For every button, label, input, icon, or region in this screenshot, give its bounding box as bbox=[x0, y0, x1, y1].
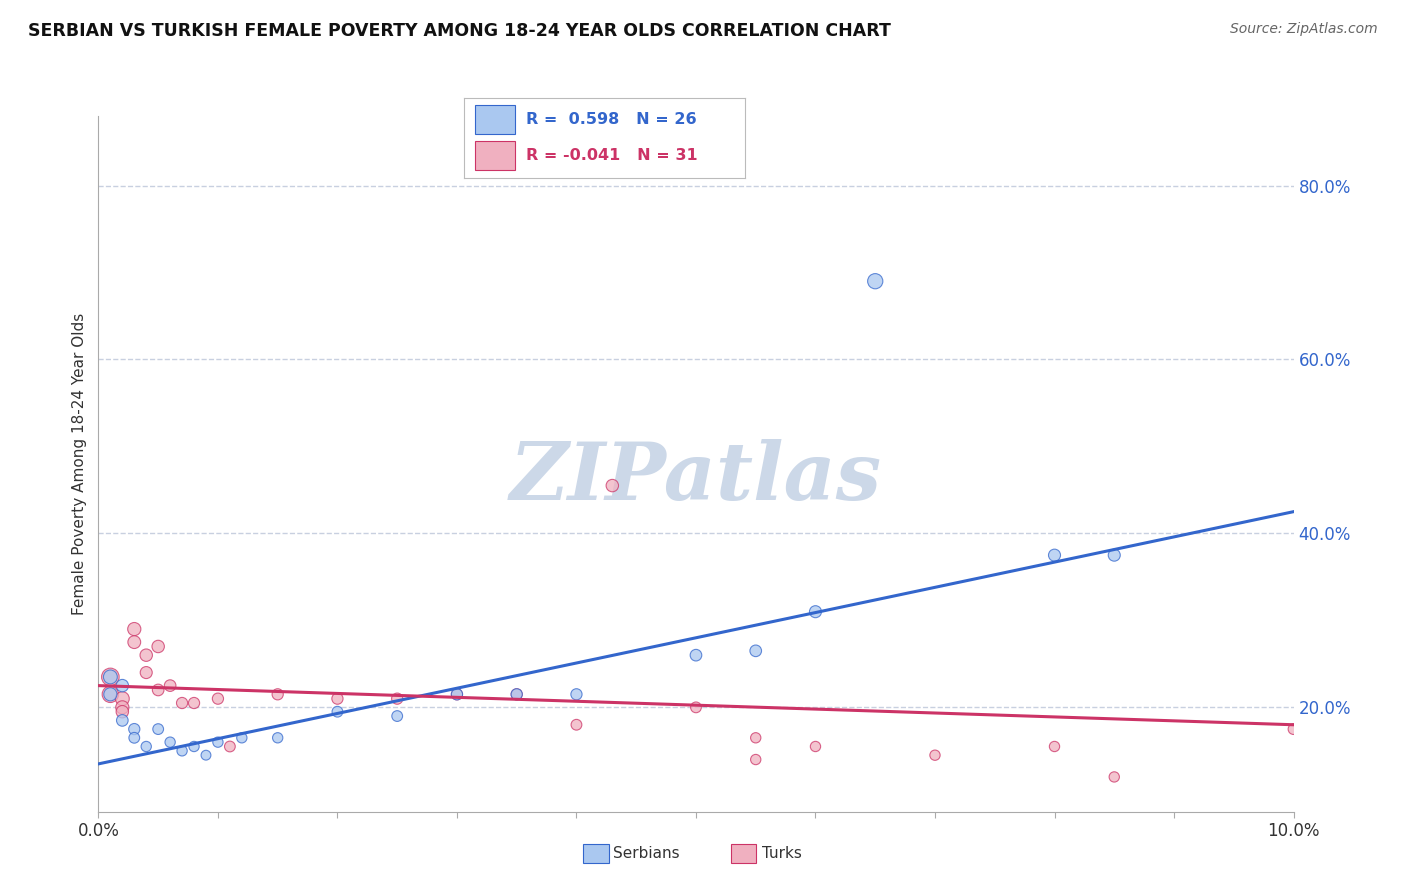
Point bbox=[1282, 722, 1305, 736]
Point bbox=[446, 687, 468, 701]
Point bbox=[172, 744, 194, 758]
Point bbox=[124, 622, 146, 636]
Point bbox=[194, 748, 218, 763]
Point bbox=[326, 705, 349, 719]
Point bbox=[98, 670, 122, 684]
Point bbox=[172, 696, 194, 710]
Point bbox=[207, 735, 229, 749]
Point bbox=[183, 696, 205, 710]
Point bbox=[446, 687, 468, 701]
Point bbox=[98, 687, 122, 701]
Text: SERBIAN VS TURKISH FEMALE POVERTY AMONG 18-24 YEAR OLDS CORRELATION CHART: SERBIAN VS TURKISH FEMALE POVERTY AMONG … bbox=[28, 22, 891, 40]
Point bbox=[267, 731, 290, 745]
Point bbox=[148, 722, 170, 736]
Point bbox=[111, 691, 134, 706]
Point bbox=[1104, 770, 1126, 784]
Point bbox=[111, 679, 134, 693]
Point bbox=[804, 739, 827, 754]
Point bbox=[135, 665, 157, 680]
Point bbox=[1104, 548, 1126, 562]
Point bbox=[865, 274, 887, 288]
Point bbox=[183, 739, 205, 754]
Point bbox=[745, 644, 768, 658]
Point bbox=[159, 679, 181, 693]
Point bbox=[231, 731, 253, 745]
Point bbox=[565, 717, 588, 731]
Text: R =  0.598   N = 26: R = 0.598 N = 26 bbox=[526, 112, 696, 128]
Point bbox=[219, 739, 242, 754]
Point bbox=[506, 687, 529, 701]
Bar bbox=[475, 142, 515, 170]
Point bbox=[111, 705, 134, 719]
Point bbox=[685, 700, 707, 714]
Text: R = -0.041   N = 31: R = -0.041 N = 31 bbox=[526, 148, 697, 163]
Point bbox=[207, 691, 229, 706]
Point bbox=[148, 640, 170, 654]
Point bbox=[385, 709, 409, 723]
Point bbox=[159, 735, 181, 749]
Point bbox=[111, 700, 134, 714]
Point bbox=[924, 748, 946, 763]
Y-axis label: Female Poverty Among 18-24 Year Olds: Female Poverty Among 18-24 Year Olds bbox=[72, 313, 87, 615]
Point bbox=[124, 635, 146, 649]
Point bbox=[135, 648, 157, 662]
Point bbox=[111, 714, 134, 728]
Point bbox=[600, 478, 623, 492]
Text: Turks: Turks bbox=[762, 847, 801, 861]
Point bbox=[124, 722, 146, 736]
Point bbox=[685, 648, 707, 662]
Point bbox=[326, 691, 349, 706]
Point bbox=[98, 670, 122, 684]
Point bbox=[565, 687, 588, 701]
Point bbox=[385, 691, 409, 706]
Point bbox=[745, 731, 768, 745]
Point bbox=[506, 687, 529, 701]
Point bbox=[98, 687, 122, 701]
Point bbox=[1043, 739, 1066, 754]
Point bbox=[124, 731, 146, 745]
Point bbox=[267, 687, 290, 701]
Text: ZIPatlas: ZIPatlas bbox=[510, 439, 882, 516]
Point bbox=[1043, 548, 1066, 562]
Point bbox=[804, 605, 827, 619]
Point bbox=[148, 683, 170, 698]
Point bbox=[745, 752, 768, 766]
Text: Source: ZipAtlas.com: Source: ZipAtlas.com bbox=[1230, 22, 1378, 37]
Point bbox=[135, 739, 157, 754]
Bar bbox=[475, 105, 515, 134]
Text: Serbians: Serbians bbox=[613, 847, 679, 861]
